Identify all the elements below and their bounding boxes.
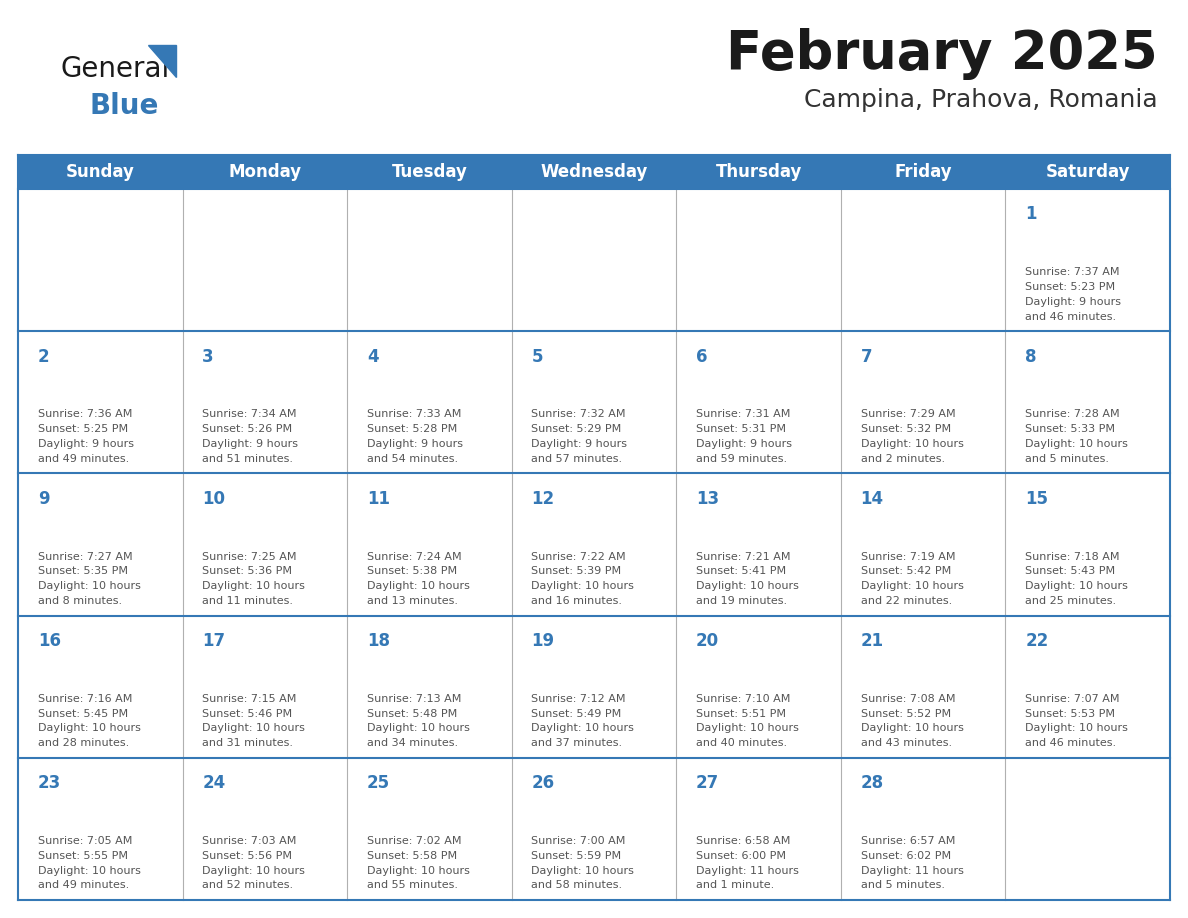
Text: 6: 6	[696, 348, 708, 365]
Text: General: General	[61, 55, 169, 83]
Text: 24: 24	[202, 774, 226, 792]
Text: Sunrise: 7:37 AM
Sunset: 5:23 PM
Daylight: 9 hours
and 46 minutes.: Sunrise: 7:37 AM Sunset: 5:23 PM Dayligh…	[1025, 267, 1121, 321]
Text: 21: 21	[860, 632, 884, 650]
Text: Sunrise: 7:05 AM
Sunset: 5:55 PM
Daylight: 10 hours
and 49 minutes.: Sunrise: 7:05 AM Sunset: 5:55 PM Dayligh…	[38, 836, 140, 890]
Text: Sunrise: 7:15 AM
Sunset: 5:46 PM
Daylight: 10 hours
and 31 minutes.: Sunrise: 7:15 AM Sunset: 5:46 PM Dayligh…	[202, 694, 305, 748]
Text: 18: 18	[367, 632, 390, 650]
Text: Sunrise: 7:21 AM
Sunset: 5:41 PM
Daylight: 10 hours
and 19 minutes.: Sunrise: 7:21 AM Sunset: 5:41 PM Dayligh…	[696, 552, 798, 606]
Text: 11: 11	[367, 490, 390, 508]
Text: Sunrise: 7:16 AM
Sunset: 5:45 PM
Daylight: 10 hours
and 28 minutes.: Sunrise: 7:16 AM Sunset: 5:45 PM Dayligh…	[38, 694, 140, 748]
Text: Wednesday: Wednesday	[541, 163, 647, 181]
Text: Sunrise: 7:24 AM
Sunset: 5:38 PM
Daylight: 10 hours
and 13 minutes.: Sunrise: 7:24 AM Sunset: 5:38 PM Dayligh…	[367, 552, 469, 606]
Text: 20: 20	[696, 632, 719, 650]
Text: 26: 26	[531, 774, 555, 792]
Text: 1: 1	[1025, 206, 1037, 223]
Text: Sunrise: 7:36 AM
Sunset: 5:25 PM
Daylight: 9 hours
and 49 minutes.: Sunrise: 7:36 AM Sunset: 5:25 PM Dayligh…	[38, 409, 134, 464]
Text: 15: 15	[1025, 490, 1048, 508]
Text: 3: 3	[202, 348, 214, 365]
Text: Sunrise: 7:28 AM
Sunset: 5:33 PM
Daylight: 10 hours
and 5 minutes.: Sunrise: 7:28 AM Sunset: 5:33 PM Dayligh…	[1025, 409, 1129, 464]
Text: Sunrise: 7:07 AM
Sunset: 5:53 PM
Daylight: 10 hours
and 46 minutes.: Sunrise: 7:07 AM Sunset: 5:53 PM Dayligh…	[1025, 694, 1129, 748]
Text: 17: 17	[202, 632, 226, 650]
Text: Sunrise: 6:58 AM
Sunset: 6:00 PM
Daylight: 11 hours
and 1 minute.: Sunrise: 6:58 AM Sunset: 6:00 PM Dayligh…	[696, 836, 798, 890]
Text: Blue: Blue	[90, 92, 159, 120]
Text: 10: 10	[202, 490, 226, 508]
Text: Sunrise: 7:19 AM
Sunset: 5:42 PM
Daylight: 10 hours
and 22 minutes.: Sunrise: 7:19 AM Sunset: 5:42 PM Dayligh…	[860, 552, 963, 606]
Text: Sunrise: 7:25 AM
Sunset: 5:36 PM
Daylight: 10 hours
and 11 minutes.: Sunrise: 7:25 AM Sunset: 5:36 PM Dayligh…	[202, 552, 305, 606]
Text: Sunrise: 6:57 AM
Sunset: 6:02 PM
Daylight: 11 hours
and 5 minutes.: Sunrise: 6:57 AM Sunset: 6:02 PM Dayligh…	[860, 836, 963, 890]
Text: 5: 5	[531, 348, 543, 365]
Text: February 2025: February 2025	[726, 28, 1158, 80]
Text: 4: 4	[367, 348, 379, 365]
Text: Sunrise: 7:02 AM
Sunset: 5:58 PM
Daylight: 10 hours
and 55 minutes.: Sunrise: 7:02 AM Sunset: 5:58 PM Dayligh…	[367, 836, 469, 890]
Text: Sunrise: 7:27 AM
Sunset: 5:35 PM
Daylight: 10 hours
and 8 minutes.: Sunrise: 7:27 AM Sunset: 5:35 PM Dayligh…	[38, 552, 140, 606]
Text: Sunrise: 7:31 AM
Sunset: 5:31 PM
Daylight: 9 hours
and 59 minutes.: Sunrise: 7:31 AM Sunset: 5:31 PM Dayligh…	[696, 409, 792, 464]
Text: Thursday: Thursday	[715, 163, 802, 181]
Text: 28: 28	[860, 774, 884, 792]
Text: 27: 27	[696, 774, 719, 792]
Text: Sunrise: 7:32 AM
Sunset: 5:29 PM
Daylight: 9 hours
and 57 minutes.: Sunrise: 7:32 AM Sunset: 5:29 PM Dayligh…	[531, 409, 627, 464]
Text: 25: 25	[367, 774, 390, 792]
Text: Campina, Prahova, Romania: Campina, Prahova, Romania	[804, 88, 1158, 112]
Text: 12: 12	[531, 490, 555, 508]
Text: Sunrise: 7:29 AM
Sunset: 5:32 PM
Daylight: 10 hours
and 2 minutes.: Sunrise: 7:29 AM Sunset: 5:32 PM Dayligh…	[860, 409, 963, 464]
Text: Sunrise: 7:00 AM
Sunset: 5:59 PM
Daylight: 10 hours
and 58 minutes.: Sunrise: 7:00 AM Sunset: 5:59 PM Dayligh…	[531, 836, 634, 890]
Text: 19: 19	[531, 632, 555, 650]
Text: Monday: Monday	[228, 163, 302, 181]
Text: 2: 2	[38, 348, 50, 365]
Bar	[18, 155, 1170, 189]
Text: 13: 13	[696, 490, 719, 508]
Text: Saturday: Saturday	[1045, 163, 1130, 181]
Text: Sunrise: 7:08 AM
Sunset: 5:52 PM
Daylight: 10 hours
and 43 minutes.: Sunrise: 7:08 AM Sunset: 5:52 PM Dayligh…	[860, 694, 963, 748]
Text: 9: 9	[38, 490, 50, 508]
Text: Sunrise: 7:22 AM
Sunset: 5:39 PM
Daylight: 10 hours
and 16 minutes.: Sunrise: 7:22 AM Sunset: 5:39 PM Dayligh…	[531, 552, 634, 606]
Text: 23: 23	[38, 774, 61, 792]
Text: Sunrise: 7:18 AM
Sunset: 5:43 PM
Daylight: 10 hours
and 25 minutes.: Sunrise: 7:18 AM Sunset: 5:43 PM Dayligh…	[1025, 552, 1129, 606]
Text: Sunrise: 7:12 AM
Sunset: 5:49 PM
Daylight: 10 hours
and 37 minutes.: Sunrise: 7:12 AM Sunset: 5:49 PM Dayligh…	[531, 694, 634, 748]
Text: 14: 14	[860, 490, 884, 508]
Text: Sunrise: 7:33 AM
Sunset: 5:28 PM
Daylight: 9 hours
and 54 minutes.: Sunrise: 7:33 AM Sunset: 5:28 PM Dayligh…	[367, 409, 463, 464]
Text: 16: 16	[38, 632, 61, 650]
Text: Sunrise: 7:03 AM
Sunset: 5:56 PM
Daylight: 10 hours
and 52 minutes.: Sunrise: 7:03 AM Sunset: 5:56 PM Dayligh…	[202, 836, 305, 890]
Text: Sunrise: 7:34 AM
Sunset: 5:26 PM
Daylight: 9 hours
and 51 minutes.: Sunrise: 7:34 AM Sunset: 5:26 PM Dayligh…	[202, 409, 298, 464]
Text: 22: 22	[1025, 632, 1049, 650]
Text: Sunday: Sunday	[65, 163, 134, 181]
Text: 7: 7	[860, 348, 872, 365]
Text: Friday: Friday	[895, 163, 952, 181]
Text: 8: 8	[1025, 348, 1037, 365]
Text: Sunrise: 7:13 AM
Sunset: 5:48 PM
Daylight: 10 hours
and 34 minutes.: Sunrise: 7:13 AM Sunset: 5:48 PM Dayligh…	[367, 694, 469, 748]
Text: Tuesday: Tuesday	[392, 163, 467, 181]
Text: Sunrise: 7:10 AM
Sunset: 5:51 PM
Daylight: 10 hours
and 40 minutes.: Sunrise: 7:10 AM Sunset: 5:51 PM Dayligh…	[696, 694, 798, 748]
